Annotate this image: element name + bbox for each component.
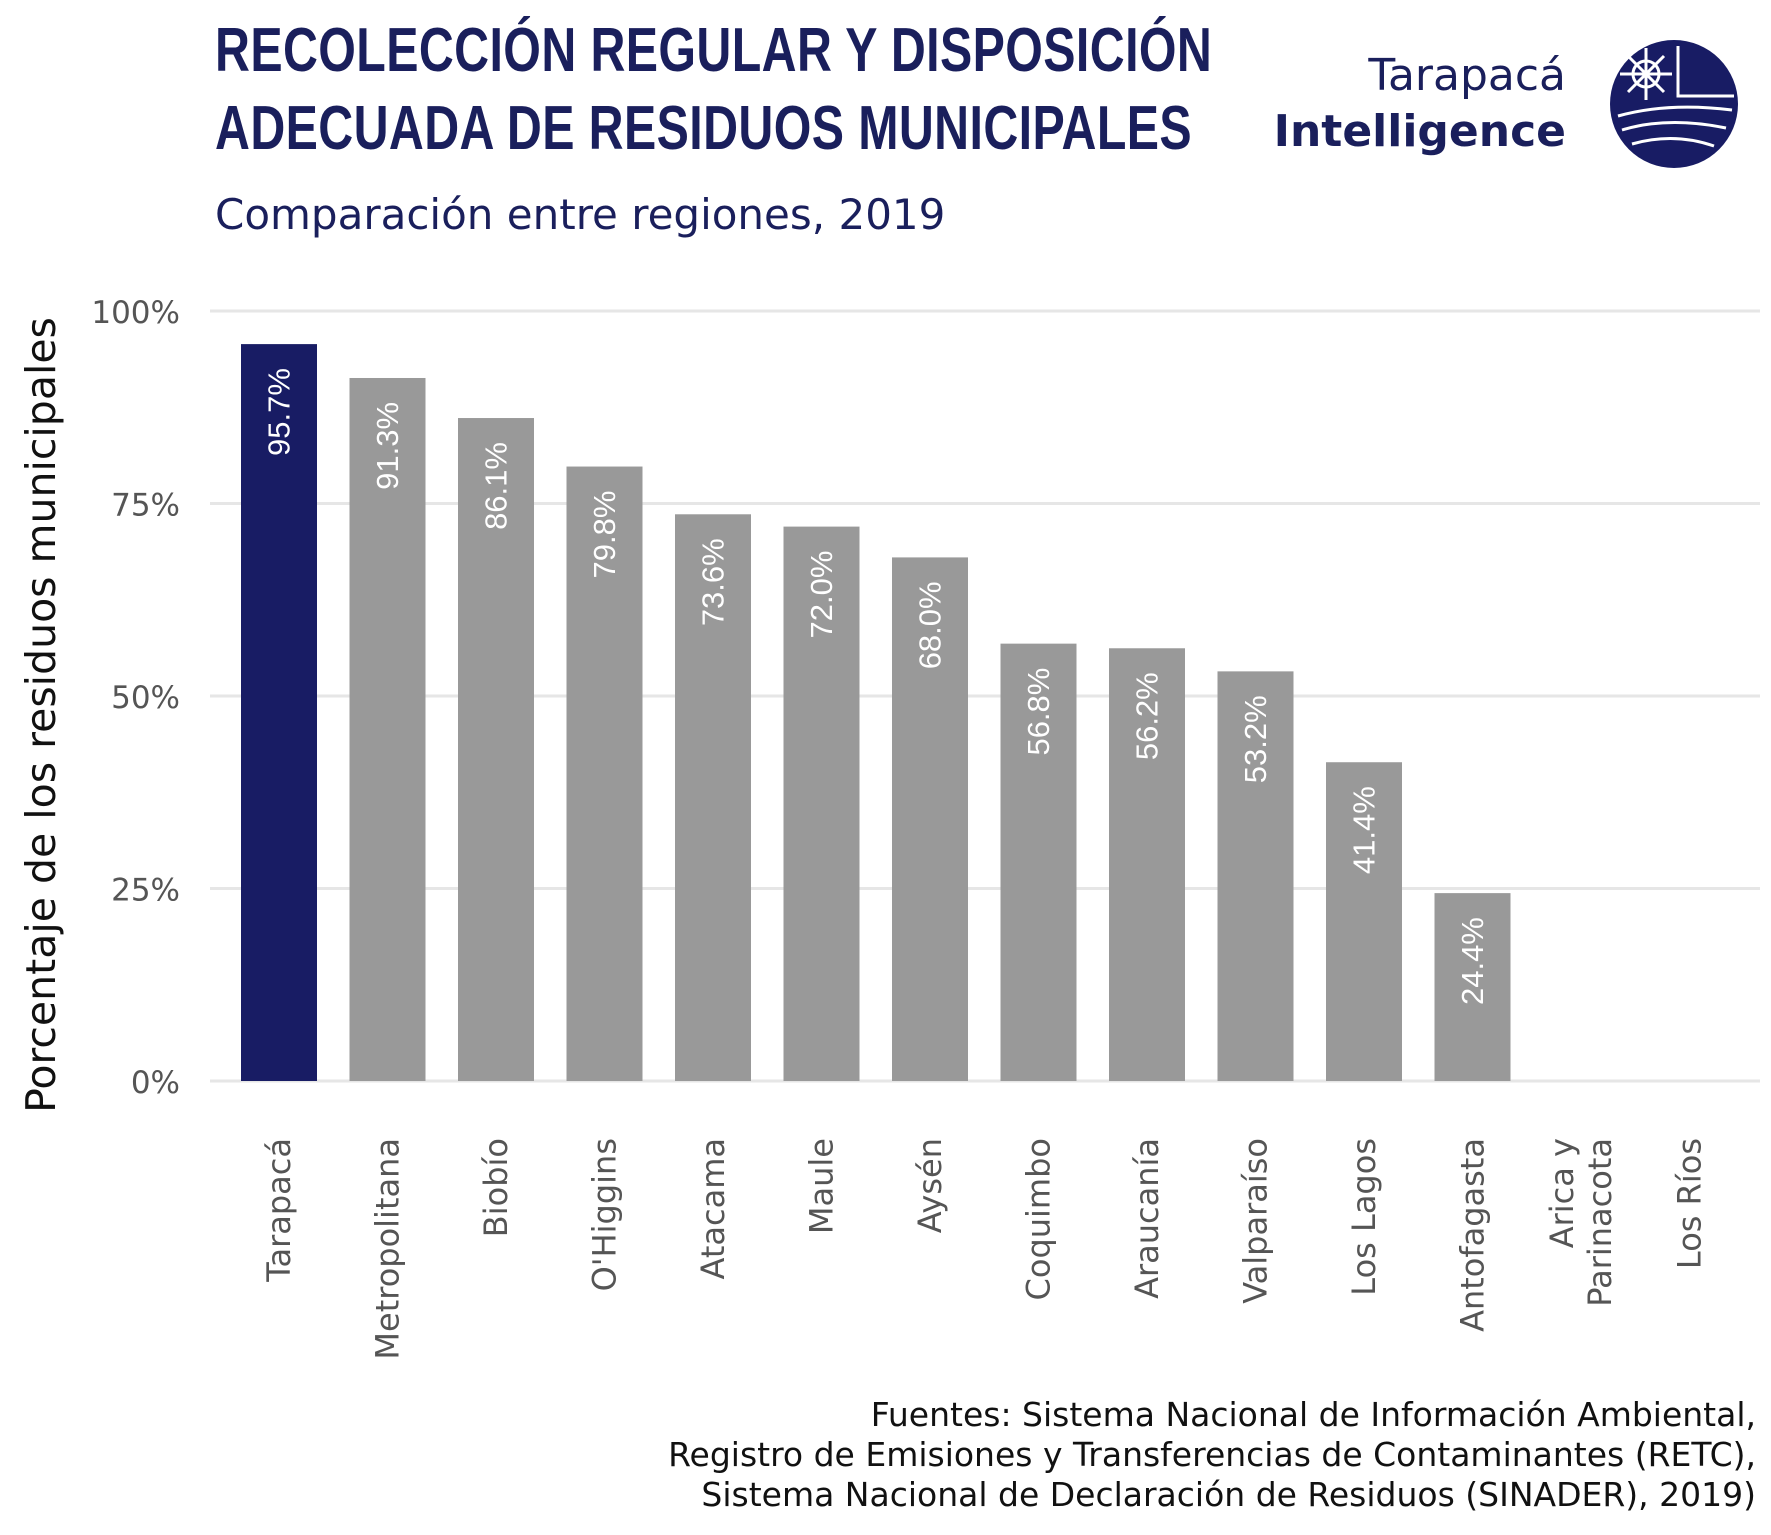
x-tick-label-line: Biobío bbox=[477, 1138, 515, 1237]
x-tick-label-line: Atacama bbox=[694, 1138, 732, 1279]
x-tick-label: Metropolitana bbox=[369, 1138, 407, 1360]
data-label: 73.6% bbox=[696, 538, 731, 626]
data-label: 95.7% bbox=[262, 368, 297, 456]
x-tick-label-line: Parinacota bbox=[1581, 1138, 1619, 1307]
x-tick-label: Aysén bbox=[911, 1138, 949, 1233]
x-tick-label-line: Coquimbo bbox=[1020, 1138, 1058, 1300]
x-tick-label-line: O'Higgins bbox=[586, 1138, 624, 1291]
x-tick-label-line: Los Ríos bbox=[1671, 1138, 1709, 1269]
bar bbox=[1434, 893, 1511, 1081]
x-tick-label: Los Lagos bbox=[1345, 1138, 1383, 1296]
bar bbox=[783, 526, 860, 1081]
data-label: 91.3% bbox=[370, 402, 405, 490]
y-tick-label: 75% bbox=[111, 488, 180, 524]
brand-line-1: Tarapacá bbox=[1368, 50, 1566, 101]
x-tick-label-line: Metropolitana bbox=[369, 1138, 407, 1360]
data-label: 56.2% bbox=[1130, 672, 1165, 760]
x-tick-label: Maule bbox=[803, 1138, 841, 1234]
x-axis-ticks: Tarapacá Metropolitana Biobío O'Higgins Atac… bbox=[260, 1138, 1709, 1360]
x-tick-label-line: Maule bbox=[803, 1138, 841, 1234]
bars bbox=[241, 344, 1511, 1081]
chart-title: RECOLECCIÓN REGULAR Y DISPOSICIÓN ADECUA… bbox=[215, 12, 1212, 168]
x-tick-label-line: Valparaíso bbox=[1237, 1138, 1275, 1304]
data-label: 79.8% bbox=[587, 491, 622, 579]
brand-wordmark: Tarapacá Intelligence bbox=[1274, 48, 1566, 160]
y-tick-label: 0% bbox=[131, 1065, 180, 1101]
bar bbox=[349, 377, 426, 1081]
x-tick-label: Valparaíso bbox=[1237, 1138, 1275, 1304]
bar bbox=[675, 514, 751, 1081]
x-tick-label: Araucanía bbox=[1128, 1138, 1166, 1299]
bar-chart: 0% 25% 50% 75% 100% 95.7% 91.3% 86.1% 79.8% 73.6… bbox=[17, 295, 1760, 1360]
x-tick-label: O'Higgins bbox=[586, 1138, 624, 1291]
y-axis-label: Porcentaje de los residuos municipales bbox=[17, 317, 65, 1113]
brand-line-2: Intelligence bbox=[1273, 106, 1566, 157]
x-tick-label: Atacama bbox=[694, 1138, 732, 1279]
chart-subtitle: Comparación entre regiones, 2019 bbox=[215, 190, 946, 239]
x-tick-label-line: Los Lagos bbox=[1345, 1138, 1383, 1296]
source-line-3: Sistema Nacional de Declaración de Resid… bbox=[701, 1475, 1756, 1514]
bar bbox=[458, 418, 534, 1081]
bar bbox=[1000, 643, 1077, 1081]
x-tick-label: Los Ríos bbox=[1671, 1138, 1709, 1269]
x-tick-label: Biobío bbox=[477, 1138, 515, 1237]
grid-lines bbox=[210, 309, 1760, 1083]
data-label: 41.4% bbox=[1347, 786, 1382, 874]
bar bbox=[1326, 762, 1402, 1081]
y-tick-label: 100% bbox=[91, 295, 180, 331]
x-tick-label: Tarapacá bbox=[260, 1138, 298, 1283]
data-label: 56.8% bbox=[1021, 668, 1056, 756]
source-line-2: Registro de Emisiones y Transferencias d… bbox=[668, 1435, 1756, 1474]
data-label: 53.2% bbox=[1238, 695, 1273, 783]
x-tick-label: Antofagasta bbox=[1454, 1138, 1492, 1332]
y-tick-label: 25% bbox=[111, 873, 180, 909]
x-tick-label-line: Arica y bbox=[1543, 1138, 1581, 1248]
bar bbox=[1217, 671, 1294, 1081]
data-label: 68.0% bbox=[913, 581, 948, 669]
x-tick-label-line: Antofagasta bbox=[1454, 1138, 1492, 1332]
data-label: 86.1% bbox=[479, 442, 514, 530]
x-tick-label-line: Araucanía bbox=[1128, 1138, 1166, 1299]
source-note: Fuentes: Sistema Nacional de Información… bbox=[668, 1395, 1756, 1515]
bar bbox=[566, 466, 643, 1081]
y-axis-ticks: 0% 25% 50% 75% 100% bbox=[91, 295, 180, 1101]
y-tick-label: 50% bbox=[111, 680, 180, 716]
globe-sun-icon bbox=[1610, 40, 1738, 168]
bar bbox=[241, 344, 317, 1081]
bar bbox=[1109, 648, 1185, 1081]
x-tick-label-line: Tarapacá bbox=[260, 1138, 298, 1283]
title-line-1: RECOLECCIÓN REGULAR Y DISPOSICIÓN bbox=[215, 16, 1213, 85]
source-line-1: Fuentes: Sistema Nacional de Información… bbox=[870, 1395, 1756, 1434]
x-tick-label-line: Aysén bbox=[911, 1138, 949, 1233]
data-label: 72.0% bbox=[804, 551, 839, 639]
title-line-2: ADECUADA DE RESIDUOS MUNICIPALES bbox=[215, 94, 1193, 163]
bar bbox=[892, 557, 968, 1081]
x-tick-label: Coquimbo bbox=[1020, 1138, 1058, 1300]
x-tick-label: Arica yParinacota bbox=[1543, 1138, 1619, 1307]
data-labels: 95.7% 91.3% 86.1% 79.8% 73.6% 72.0% 68.0% 56.8%… bbox=[262, 368, 1491, 1005]
data-label: 24.4% bbox=[1455, 917, 1490, 1005]
